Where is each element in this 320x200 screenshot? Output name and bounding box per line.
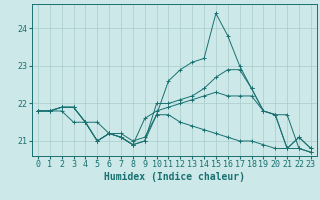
X-axis label: Humidex (Indice chaleur): Humidex (Indice chaleur) <box>104 172 245 182</box>
